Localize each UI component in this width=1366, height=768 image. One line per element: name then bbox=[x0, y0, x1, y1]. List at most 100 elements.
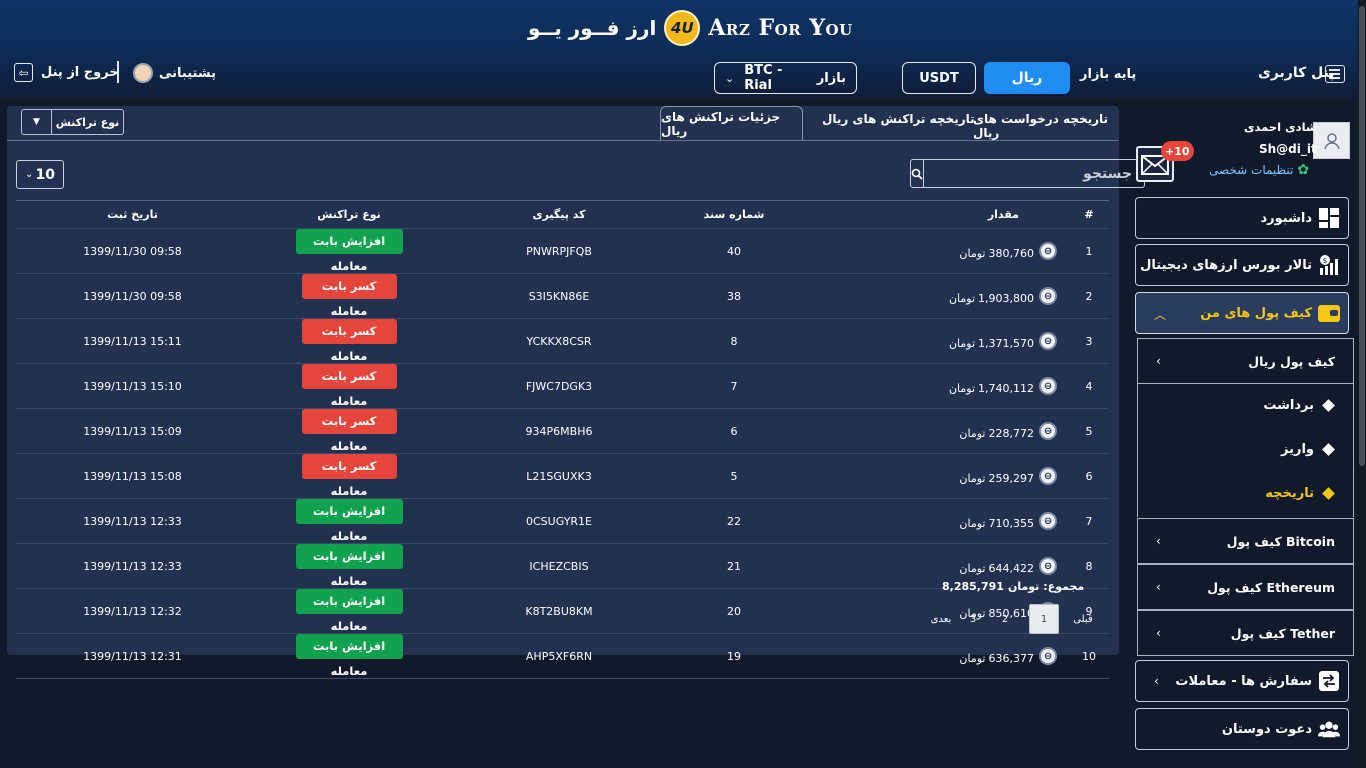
support-link[interactable]: پشتیبانی bbox=[133, 63, 216, 83]
currency-coin-icon: ⊖ bbox=[1039, 467, 1057, 485]
currency-coin-icon: ⊖ bbox=[1039, 377, 1057, 395]
usdt-base-button[interactable]: USDT bbox=[902, 62, 976, 94]
search-input[interactable] bbox=[924, 159, 1145, 188]
search-button[interactable] bbox=[910, 159, 924, 188]
chevron-left-icon: ‹ bbox=[1154, 674, 1159, 688]
table-row: 3 ⊖ 1,371,570 تومان 8 YCKKX8CSR کسر بابت… bbox=[16, 318, 1109, 364]
market-select[interactable]: ⌄ BTC - Rial بازار bbox=[714, 62, 857, 94]
sidebar-item-label: برداشت bbox=[1263, 398, 1314, 413]
panel-title: پنل کاربری bbox=[1258, 65, 1335, 81]
menu-icon[interactable] bbox=[1325, 65, 1345, 83]
row-amount: ⊖ 380,760 تومان bbox=[799, 228, 1069, 274]
personal-settings-link[interactable]: ✿ تنظیمات شخصی bbox=[1209, 162, 1309, 178]
row-index: 7 bbox=[1069, 498, 1109, 544]
row-type: کسر بابت معامله bbox=[249, 318, 449, 364]
logout-link[interactable]: ⇦ خروج از پنل bbox=[14, 63, 119, 82]
caret-down-icon: ▼ bbox=[22, 110, 52, 134]
transaction-type-badge: افزایش بابت معامله bbox=[295, 229, 403, 273]
tab-rial-history[interactable]: تاریخچه تراکنش های ریال bbox=[822, 112, 975, 126]
sidebar-item-ethereum-wallet[interactable]: ‹ کیف پول Ethereum bbox=[1137, 564, 1354, 610]
row-document-number: 5 bbox=[669, 453, 799, 499]
row-document-number: 8 bbox=[669, 318, 799, 364]
sidebar-item-label: کیف پول Bitcoin bbox=[1226, 533, 1335, 549]
row-amount-currency: تومان bbox=[959, 606, 986, 620]
sidebar-item-label: کیف پول های من bbox=[1200, 305, 1312, 321]
table-row: 10 ⊖ 636,377 تومان 19 AHP5XF6RN افزایش ب… bbox=[16, 633, 1109, 679]
sidebar-item-tether-wallet[interactable]: ‹ کیف پول Tether bbox=[1137, 610, 1354, 656]
total-currency: تومان bbox=[1007, 580, 1040, 593]
pager-page-3[interactable]: 3 bbox=[969, 613, 977, 625]
table-header-row: # مقدار شماره سند کد پیگیری نوع تراکنش ت… bbox=[16, 200, 1109, 229]
pager-prev[interactable]: قبلی bbox=[1073, 613, 1093, 625]
tab-rial-requests[interactable]: تاریخچه درخواست های ریال bbox=[973, 112, 1109, 140]
row-date: 1399/11/30 09:58 bbox=[16, 273, 249, 319]
currency-coin-icon: ⊖ bbox=[1039, 647, 1057, 665]
total-label: مجموع: bbox=[1043, 580, 1085, 593]
pager-page-2[interactable]: 2 bbox=[1001, 613, 1009, 625]
page-size-select[interactable]: ⌄ 10 bbox=[16, 160, 64, 189]
sidebar-item-withdraw[interactable]: برداشت bbox=[1263, 398, 1335, 413]
row-date: 1399/11/30 09:58 bbox=[16, 228, 249, 274]
row-amount-value: 380,760 bbox=[988, 246, 1035, 260]
logo-text-en: Arz For You bbox=[708, 15, 853, 41]
transaction-type-badge: افزایش بابت معامله bbox=[295, 634, 403, 678]
envelope-icon bbox=[1141, 155, 1169, 175]
transaction-type-badge: افزایش بابت معامله bbox=[295, 544, 403, 588]
pager-page-current[interactable]: 1 bbox=[1029, 604, 1059, 634]
profile-username: Sh@di_it bbox=[1259, 142, 1317, 156]
chevron-down-icon: ⌄ bbox=[725, 71, 735, 85]
sidebar-item-label: واریز bbox=[1281, 442, 1314, 457]
row-type: کسر بابت معامله bbox=[249, 408, 449, 454]
sidebar-item-deposit[interactable]: واریز bbox=[1281, 442, 1335, 457]
sidebar-item-invite[interactable]: دعوت دوستان bbox=[1135, 708, 1349, 750]
sidebar-item-bitcoin-wallet[interactable]: ‹ کیف پول Bitcoin bbox=[1137, 518, 1354, 564]
tab-rial-details[interactable]: جزئیات تراکنش های ریال bbox=[660, 106, 803, 141]
transaction-type-filter[interactable]: ▼ نوع تراکنش bbox=[21, 109, 124, 135]
row-amount-currency: تومان bbox=[959, 561, 986, 575]
personal-settings-label: تنظیمات شخصی bbox=[1209, 163, 1294, 177]
avatar[interactable] bbox=[1313, 122, 1350, 159]
logout-icon: ⇦ bbox=[14, 63, 33, 82]
row-tracking-code: FJWC7DGK3 bbox=[449, 363, 669, 409]
sidebar-item-orders[interactable]: ‹ سفارش ها - معاملات bbox=[1135, 660, 1349, 702]
currency-coin-icon: ⊖ bbox=[1039, 512, 1057, 530]
header-transaction-type: نوع تراکنش bbox=[317, 208, 381, 221]
row-index: 5 bbox=[1069, 408, 1109, 454]
row-tracking-code: 0CSUGYR1E bbox=[449, 498, 669, 544]
row-document-number: 38 bbox=[669, 273, 799, 319]
row-amount-currency: تومان bbox=[959, 426, 986, 440]
rial-base-button[interactable]: ریال bbox=[984, 62, 1070, 94]
sidebar-item-history[interactable]: تاریخچه bbox=[1265, 486, 1335, 501]
row-date: 1399/11/13 12:33 bbox=[16, 498, 249, 544]
row-index: 1 bbox=[1069, 228, 1109, 274]
row-tracking-code: S3I5KN86E bbox=[449, 273, 669, 319]
page-scrollbar[interactable] bbox=[1358, 0, 1366, 768]
transaction-type-badge: کسر بابت معامله bbox=[301, 454, 397, 498]
row-amount-value: 1,903,800 bbox=[978, 291, 1034, 305]
diamond-bullet-icon bbox=[1322, 399, 1335, 412]
row-date: 1399/11/13 15:09 bbox=[16, 408, 249, 454]
sidebar-item-dashboard[interactable]: داشبورد bbox=[1135, 197, 1349, 239]
sidebar-item-rial-wallet[interactable]: ‹ کیف پول ریال bbox=[1137, 338, 1354, 384]
header-tracking-code: کد پیگیری bbox=[532, 208, 586, 221]
row-type: کسر بابت معامله bbox=[249, 273, 449, 319]
sidebar-item-label: تاریخچه bbox=[1265, 486, 1314, 501]
base-market-label: پایه بازار bbox=[1080, 67, 1137, 82]
row-amount-currency: تومان bbox=[948, 291, 976, 305]
sidebar-item-exchange[interactable]: تالار بورس ارزهای دیجیتال $ bbox=[1135, 244, 1349, 286]
row-type: کسر بابت معامله bbox=[249, 363, 449, 409]
row-amount-currency: تومان bbox=[959, 516, 986, 530]
row-type: افزایش بابت معامله bbox=[249, 543, 449, 589]
support-label: پشتیبانی bbox=[159, 65, 216, 81]
scrollbar-thumb[interactable] bbox=[1359, 6, 1365, 466]
sidebar-item-my-wallets[interactable]: ︿ کیف پول های من bbox=[1135, 292, 1349, 334]
site-logo[interactable]: ارز فــور یــو 4U Arz For You bbox=[528, 8, 853, 48]
transaction-type-badge: افزایش بابت معامله bbox=[295, 499, 403, 543]
wallet-icon bbox=[1318, 302, 1340, 324]
transaction-type-badge: کسر بابت معامله bbox=[301, 274, 397, 318]
diamond-bullet-icon bbox=[1322, 443, 1335, 456]
header-date: تاریخ ثبت bbox=[107, 208, 158, 221]
row-index: 3 bbox=[1069, 318, 1109, 364]
pager-next[interactable]: بعدی bbox=[930, 613, 952, 625]
chevron-up-icon: ︿ bbox=[1154, 308, 1167, 322]
